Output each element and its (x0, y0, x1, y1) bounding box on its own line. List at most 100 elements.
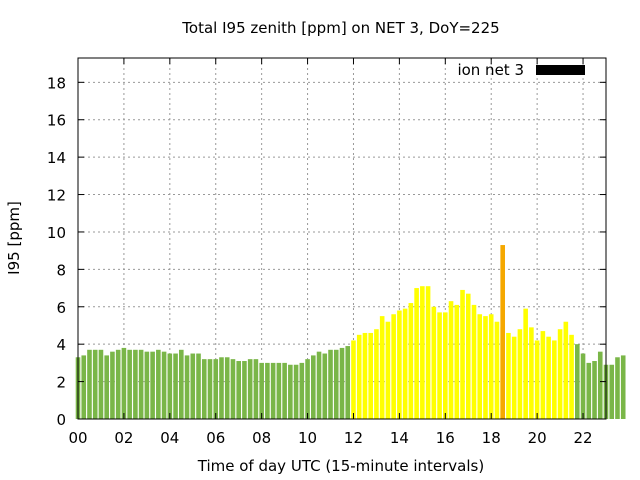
bar (615, 357, 620, 419)
bar (420, 286, 425, 419)
bar (546, 336, 551, 419)
chart-title: Total I95 zenith [ppm] on NET 3, DoY=225 (181, 19, 499, 37)
x-tick-label: 14 (390, 429, 409, 447)
bar (368, 332, 373, 419)
x-tick-label: 12 (344, 429, 363, 447)
x-tick-label: 22 (573, 429, 592, 447)
bar (265, 362, 270, 419)
bar (230, 359, 236, 419)
bar (534, 340, 540, 419)
bar (224, 357, 230, 419)
bar (104, 355, 109, 419)
bar (414, 288, 419, 419)
y-tick-label: 18 (47, 74, 66, 92)
bar (316, 351, 322, 419)
bar (242, 361, 247, 419)
bar (408, 303, 414, 419)
bar (465, 293, 471, 419)
y-tick-label: 14 (47, 149, 66, 167)
bar (563, 321, 569, 419)
bar (270, 362, 276, 419)
y-axis-label: I95 [ppm] (5, 201, 23, 275)
bar (580, 353, 586, 419)
legend-label: ion net 3 (457, 61, 524, 79)
bar (437, 312, 442, 419)
bar (356, 334, 362, 419)
bar (288, 364, 293, 419)
bar (511, 336, 517, 419)
bar (425, 286, 431, 419)
bar-peak (500, 245, 505, 419)
bar (529, 327, 534, 419)
bar (259, 362, 264, 419)
bar (219, 357, 224, 419)
bar (311, 355, 316, 419)
y-tick-label: 8 (56, 261, 66, 279)
bar (586, 362, 592, 419)
bar (362, 332, 368, 419)
bar (597, 351, 603, 419)
bar (328, 349, 333, 419)
bar (443, 312, 448, 419)
x-tick-label: 18 (482, 429, 501, 447)
bar (523, 308, 528, 419)
bar (620, 355, 626, 419)
bar (391, 314, 396, 419)
x-tick-label: 16 (436, 429, 455, 447)
bar (557, 329, 563, 419)
bar (385, 321, 391, 419)
y-tick-label: 12 (47, 187, 66, 205)
bar (115, 349, 121, 419)
y-axis: 0 2 4 6 8 10 12 14 16 18 (47, 74, 606, 429)
bar (173, 353, 178, 419)
bar (569, 334, 574, 419)
y-tick-label: 10 (47, 224, 66, 242)
bar (167, 353, 173, 419)
bar (293, 364, 299, 419)
bar (121, 347, 127, 419)
bar (253, 359, 259, 419)
x-tick-label: 06 (206, 429, 225, 447)
y-tick-label: 2 (56, 374, 66, 392)
bar (552, 340, 557, 419)
bar (144, 351, 150, 419)
bar (454, 304, 460, 419)
bar (81, 355, 87, 419)
bar (179, 349, 184, 419)
bar (494, 321, 500, 419)
bar (477, 314, 483, 419)
bar (196, 353, 201, 419)
bar (247, 359, 253, 419)
bar (460, 289, 465, 419)
bar (92, 349, 98, 419)
bar (236, 361, 241, 419)
bar (161, 351, 167, 419)
x-axis-label: Time of day UTC (15-minute intervals) (197, 457, 484, 475)
bar (333, 349, 339, 419)
bar (351, 340, 356, 419)
x-tick-label: 00 (68, 429, 87, 447)
bar (540, 331, 546, 419)
legend: ion net 3 (457, 61, 585, 79)
bar (592, 361, 597, 419)
bar (609, 364, 615, 419)
bar (506, 332, 511, 419)
x-axis: 00 02 04 06 08 10 12 14 16 18 20 22 (68, 58, 593, 447)
bar (339, 347, 345, 419)
bar (110, 351, 115, 419)
plot-frame (77, 57, 607, 420)
bar (471, 304, 477, 419)
bar (150, 351, 155, 419)
x-tick-label: 10 (298, 429, 317, 447)
bar (448, 301, 454, 419)
bar (213, 359, 219, 419)
bar (127, 349, 132, 419)
bar (133, 349, 138, 419)
bar (98, 349, 104, 419)
x-tick-label: 04 (160, 429, 179, 447)
bar (345, 346, 351, 419)
bar (517, 329, 523, 419)
bar (431, 306, 437, 419)
